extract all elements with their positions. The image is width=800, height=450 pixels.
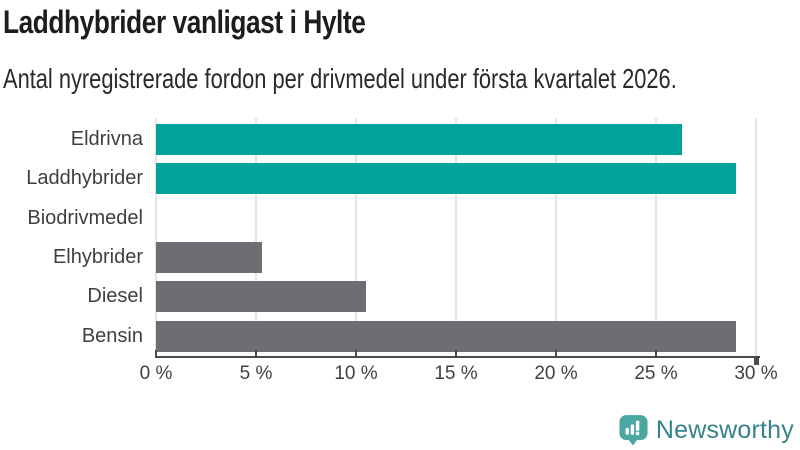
plot-area: 0 % 5 % 10 % 15 % 20 % 25 % 30 % [140, 118, 778, 384]
gridline [455, 118, 457, 356]
x-axis-line [155, 356, 760, 358]
x-tick-label: 15 % [434, 363, 478, 384]
category-label: Bensin [81, 325, 143, 347]
category-label: Eldrivna [70, 128, 143, 150]
x-tick-label: 25 % [634, 363, 678, 384]
chart-title: Laddhybrider vanligast i Hylte [3, 4, 366, 40]
category-label: Elhybrider [52, 246, 143, 268]
gridline [655, 118, 657, 356]
newsworthy-icon [619, 415, 648, 446]
x-tick-label: 10 % [334, 363, 378, 384]
bar [156, 124, 682, 155]
newsworthy-logo: Newsworthy [619, 414, 794, 447]
x-axis-tick [655, 350, 657, 356]
x-axis-tick [455, 350, 457, 356]
x-tick-label: 20 % [534, 363, 578, 384]
x-tick-label: 5 % [239, 363, 273, 384]
x-tick-label: 0 % [139, 363, 173, 384]
category-label: Biodrivmedel [27, 207, 143, 229]
gridline [155, 118, 157, 356]
x-axis-tick [355, 350, 357, 356]
category-label: Diesel [87, 285, 143, 307]
x-tick-label: 30 % [734, 363, 778, 384]
category-label: Laddhybrider [26, 167, 143, 189]
category-labels: Eldrivna Laddhybrider Biodrivmedel Elhybrid… [0, 118, 143, 356]
gridline [255, 118, 257, 356]
bar [156, 242, 262, 273]
x-axis-end-tick [754, 358, 759, 365]
x-axis-tick [255, 350, 257, 356]
chart-subtitle: Antal nyregistrerade fordon per drivmede… [3, 63, 677, 94]
x-axis-tick [155, 350, 157, 356]
gridline [555, 118, 557, 356]
bar [156, 281, 366, 312]
bar [156, 163, 736, 194]
gridline [355, 118, 357, 356]
x-axis-tick [555, 350, 557, 356]
gridline [755, 118, 757, 356]
newsworthy-wordmark: Newsworthy [655, 416, 794, 444]
bar [156, 321, 736, 352]
